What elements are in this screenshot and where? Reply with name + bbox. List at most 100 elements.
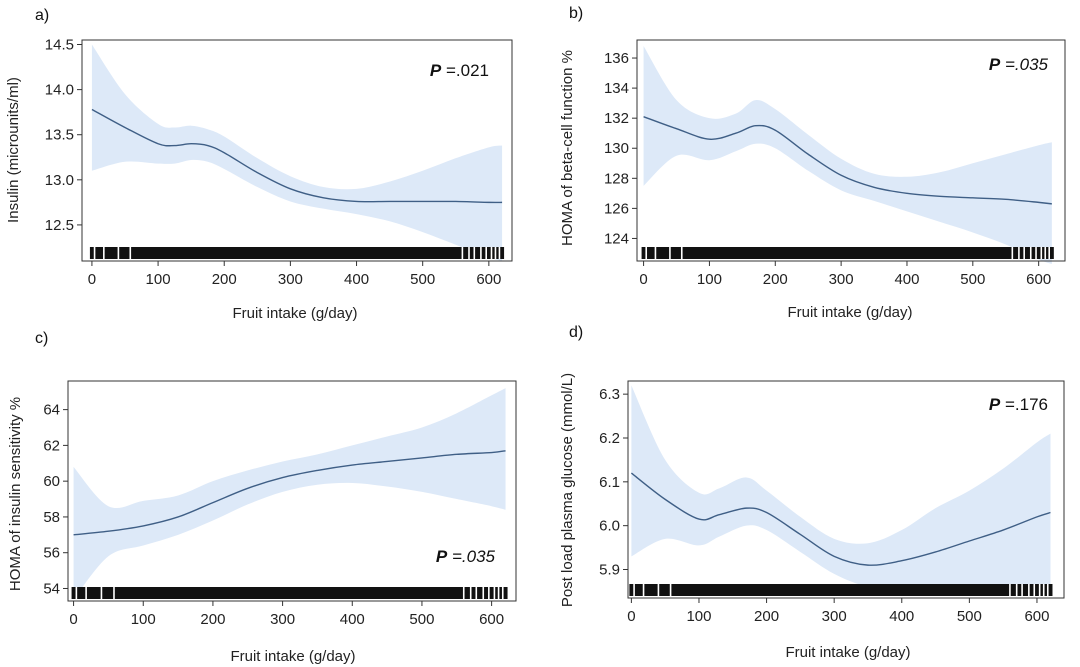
panel-c-rug-gap-1 <box>85 587 87 599</box>
panel-a-x-tick-label: 600 <box>476 271 501 288</box>
panel-c-rug-bar <box>71 587 508 599</box>
panel-b-y-tick-label: 124 <box>604 230 629 247</box>
panel-c-x-tick-label: 100 <box>131 611 156 628</box>
panel-a-rug-gap-5 <box>468 247 470 259</box>
panel-c-x-ticks: 0 100 200 300 400 500 600 <box>69 601 504 628</box>
panel-c: c) 0 100 200 300 400 500 600 54 56 58 60 62 64 Frui… <box>7 330 517 665</box>
panel-d-rug-gap-9 <box>1038 584 1041 596</box>
panel-d-x-tick-label: 200 <box>754 608 779 625</box>
panel-b-frame-group <box>636 39 1066 262</box>
panel-c-p-value: P =.035 <box>436 547 496 566</box>
panel-d-x-tick-label: 500 <box>957 608 982 625</box>
panel-b-y-tick-label: 136 <box>604 50 629 67</box>
panel-b-y-tick-label: 132 <box>604 110 629 127</box>
panel-a-p-letter: P <box>430 61 442 80</box>
panel-b-y-tick-label: 130 <box>604 140 629 157</box>
panel-c-frame-group <box>67 380 517 602</box>
panel-c-rug-gap-9 <box>493 587 496 599</box>
panel-a-p-number: =.021 <box>441 61 489 80</box>
panel-b-confidence-band-group <box>643 46 1052 265</box>
panel-a-confidence-band-group <box>91 44 503 262</box>
panel-b-rug-gap-5 <box>1018 247 1020 259</box>
panel-d-rug-gap-3 <box>669 584 672 596</box>
panel-a-x-tick-label: 100 <box>146 271 171 288</box>
panel-a-line-group <box>91 108 503 204</box>
panel-d-rug-gap-5 <box>1015 584 1018 596</box>
panel-c-confidence-band <box>73 388 506 600</box>
panel-d-x-tick-label: 0 <box>627 608 635 625</box>
panel-c-rug-gap-5 <box>469 587 472 599</box>
panel-b-x-tick-label: 500 <box>960 271 985 288</box>
panel-c-rug-gap-3 <box>113 587 115 599</box>
panel-d-rug-gap-1 <box>642 584 645 596</box>
panel-a-y-tick-label: 13.0 <box>45 172 74 189</box>
panel-c-rug-gap-0 <box>75 587 78 599</box>
panel-d-plot-frame <box>627 380 1065 599</box>
panel-c-y-tick-label: 56 <box>43 545 60 562</box>
panel-a-x-tick-label: 0 <box>88 271 96 288</box>
panel-d-p-value: P =.176 <box>989 395 1048 414</box>
panel-c-fitted-line <box>73 450 506 536</box>
panel-a-y-tick-label: 14.5 <box>45 37 74 54</box>
panel-c-y-ticks: 54 56 58 60 62 64 <box>43 402 68 597</box>
panel-c-rug-group <box>71 587 508 599</box>
panel-b-p-number: =.035 <box>1000 55 1048 74</box>
panel-c-x-tick-label: 0 <box>69 611 77 628</box>
panel-c-rug-gap-7 <box>482 587 485 599</box>
panel-b-x-tick-label: 100 <box>697 271 722 288</box>
panel-a-rug-gap-10 <box>494 247 497 259</box>
panel-a-x-tick-label: 300 <box>278 271 303 288</box>
panel-b: b) 0 100 200 300 400 500 600 124 126 128 130 132 13… <box>559 5 1066 321</box>
panel-b-x-tick-label: 200 <box>763 271 788 288</box>
panel-c-y-tick-label: 58 <box>43 509 60 526</box>
panel-c-confidence-band-group <box>73 388 506 600</box>
panel-c-y-tick-label: 60 <box>43 473 60 490</box>
panel-a-y-tick-label: 13.5 <box>45 127 74 144</box>
panel-d-fitted-line <box>630 472 1051 566</box>
panel-d-x-tick-label: 300 <box>822 608 847 625</box>
panel-c-plot-frame <box>67 380 517 602</box>
panel-c-rug-gap-4 <box>462 587 465 599</box>
panel-d-rug-gap-2 <box>657 584 660 596</box>
panel-d-frame-group <box>627 380 1065 599</box>
panel-d-rug-gap-0 <box>633 584 635 596</box>
panel-d-p-number: =.176 <box>1000 395 1048 414</box>
panel-b-plot-frame <box>636 39 1066 262</box>
panel-d-x-tick-label: 600 <box>1024 608 1049 625</box>
panel-c-rug-gap-2 <box>100 587 103 599</box>
panel-a-y-tick-label: 14.0 <box>45 82 74 99</box>
panel-d-rug-gap-11 <box>1046 584 1049 596</box>
panel-d-y-tick-label: 6.0 <box>599 518 620 535</box>
panel-b-rug-gap-4 <box>1011 247 1014 259</box>
panel-a-rug-gap-11 <box>498 247 501 259</box>
panel-b-rug-gap-2 <box>669 247 671 259</box>
panel-d-p-letter: P <box>989 395 1001 414</box>
panel-d-x-axis-label: Fruit intake (g/day) <box>785 644 910 661</box>
panel-d: d) 0 100 200 300 400 500 600 5.9 6.0 6.1 6.2 6.3 F… <box>559 324 1065 661</box>
panel-a-rug-gap-2 <box>117 247 120 259</box>
panel-c-y-tick-label: 54 <box>43 580 60 597</box>
panel-a-y-tick-label: 12.5 <box>45 217 74 234</box>
panel-a-rug-gap-0 <box>93 247 96 259</box>
panel-a-x-tick-label: 400 <box>344 271 369 288</box>
panel-c-rug-gap-8 <box>488 587 490 599</box>
panel-c-rug-gap-11 <box>501 587 504 599</box>
panel-a-rug-gap-8 <box>485 247 487 259</box>
panel-b-x-tick-label: 300 <box>829 271 854 288</box>
panel-b-line-group <box>643 116 1052 205</box>
panel-a-rug-gap-1 <box>103 247 105 259</box>
panel-c-x-axis-label: Fruit intake (g/day) <box>230 648 355 665</box>
panel-a-x-axis-label: Fruit intake (g/day) <box>232 305 357 322</box>
panel-b-rug-gap-8 <box>1035 247 1037 259</box>
panel-a-x-ticks: 0 100 200 300 400 500 600 <box>88 261 501 288</box>
panel-a-y-ticks: 12.5 13.0 13.5 14.0 14.5 <box>45 37 82 234</box>
panel-b-y-axis-label: HOMA of beta-cell function % <box>559 50 576 246</box>
panel-c-x-tick-label: 500 <box>409 611 434 628</box>
panel-b-rug-gap-9 <box>1040 247 1043 259</box>
panel-b-x-axis-label: Fruit intake (g/day) <box>787 304 912 321</box>
panel-c-p-number: =.035 <box>447 547 495 566</box>
panel-a-label: a) <box>35 7 49 24</box>
panel-c-y-axis-label: HOMA of insulin sensitivity % <box>7 397 24 591</box>
panel-b-label: b) <box>569 5 583 22</box>
